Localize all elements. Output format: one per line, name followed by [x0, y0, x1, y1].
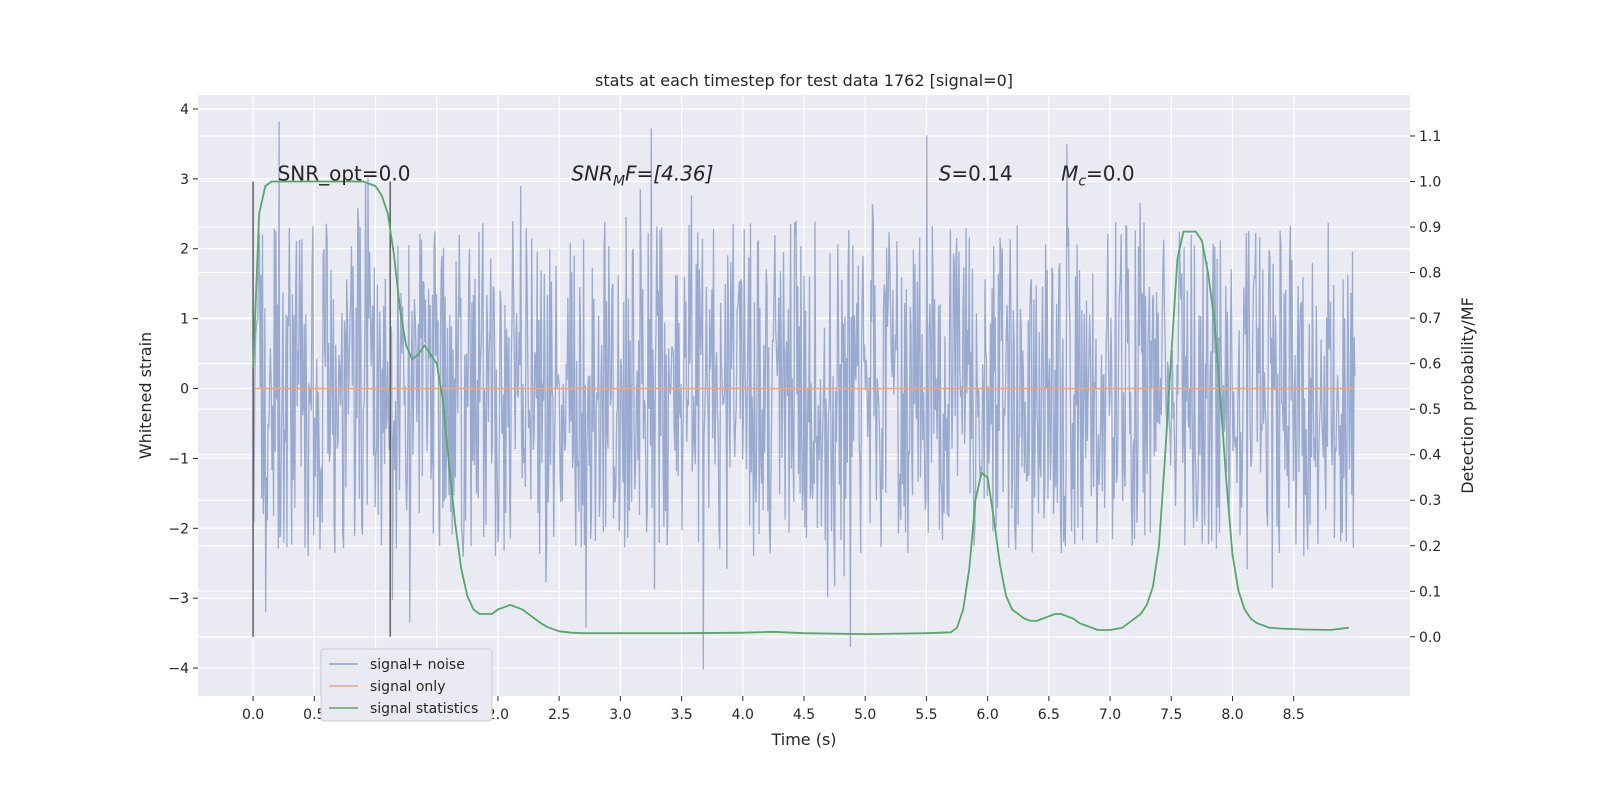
x-tick-label: 8.5	[1283, 707, 1305, 723]
legend-label-signal-only: signal only	[370, 679, 445, 695]
y2-tick-label: 0.2	[1419, 539, 1441, 555]
y-tick-label: 1	[180, 312, 189, 328]
annotation-s-main: S	[939, 162, 952, 186]
x-tick-label: 4.0	[732, 707, 754, 723]
x-tick-label: 8.0	[1221, 707, 1243, 723]
x-tick-label: 5.0	[854, 707, 876, 723]
legend-label-signal-statistics: signal statistics	[370, 701, 478, 717]
annotation-mc-sub: c	[1078, 174, 1086, 190]
y-tick-label: 4	[180, 102, 189, 118]
mid-layer	[252, 181, 1355, 637]
annotation-mc-main: M	[1061, 162, 1078, 186]
y-tick-label: −2	[168, 521, 189, 537]
x-tick-label: 6.5	[1038, 707, 1060, 723]
y2-tick-label: 1.1	[1419, 129, 1441, 145]
annotation-s: S=0.14	[939, 162, 1013, 186]
annotation-s-rest: =0.14	[951, 162, 1012, 186]
x-tick-label: 7.5	[1160, 707, 1182, 723]
y2-axis-label: Detection probability/MF	[1458, 297, 1477, 494]
legend-box	[320, 648, 493, 722]
legend: signal+ noise signal only signal statist…	[320, 648, 493, 722]
x-tick-label: 2.5	[548, 707, 570, 723]
y2-tick-label: 0.6	[1419, 357, 1441, 373]
x-axis-label: Time (s)	[770, 730, 836, 749]
x-tick-label: 7.0	[1099, 707, 1121, 723]
y-tick-label: 2	[180, 242, 189, 258]
y-tick-label: −3	[168, 591, 189, 607]
signal-statistics-series	[252, 180, 1349, 635]
x-tick-label: 4.5	[793, 707, 815, 723]
chart-title: stats at each timestep for test data 176…	[595, 71, 1013, 90]
y2-tick-label: 0.4	[1419, 448, 1441, 464]
y2-tick-label: 0.9	[1419, 220, 1441, 236]
x-tick-label: 0.5	[303, 707, 325, 723]
x-tick-label: 6.0	[977, 707, 999, 723]
x-tick-label: 5.5	[915, 707, 937, 723]
x-tick-label: 0.0	[242, 707, 264, 723]
y-tick-label: 3	[180, 172, 189, 188]
y-tick-label: −1	[168, 451, 189, 467]
annotation-snr-opt: SNR_opt=0.0	[278, 162, 411, 186]
y2-tick-label: 0.1	[1419, 584, 1441, 600]
annotation-mc: Mc=0.0	[1061, 162, 1135, 190]
y-tick-label: 0	[180, 382, 189, 398]
y2-tick-label: 0.8	[1419, 266, 1441, 282]
annotation-snr-mf-main: SNR	[571, 162, 613, 186]
y-tick-label: −4	[168, 661, 189, 677]
legend-label-signal-noise: signal+ noise	[370, 657, 465, 673]
annotation-mc-rest: =0.0	[1086, 162, 1135, 186]
y-axis-label: Whitened strain	[136, 332, 155, 459]
signal-statistics-line	[252, 180, 1349, 635]
annotation-snr-mf: SNRMF=[4.36]	[571, 162, 713, 190]
signal-noise-line	[252, 121, 1356, 670]
y2-tick-label: 0.3	[1419, 493, 1441, 509]
y2-tick-label: 0.0	[1419, 630, 1441, 646]
y2-tick-label: 1.0	[1419, 175, 1441, 191]
x-tick-label: 3.0	[609, 707, 631, 723]
y2-tick-label: 0.5	[1419, 402, 1441, 418]
x-tick-label: 3.5	[670, 707, 692, 723]
y2-tick-label: 0.7	[1419, 311, 1441, 327]
annotations: SNR_opt=0.0 SNRMF=[4.36] S=0.14 Mc=0.0	[278, 162, 1135, 190]
annotation-snr-mf-rest: F=[4.36]	[625, 162, 713, 186]
signal-noise-series	[252, 121, 1356, 670]
annotation-snr-mf-sub: M	[613, 174, 625, 190]
